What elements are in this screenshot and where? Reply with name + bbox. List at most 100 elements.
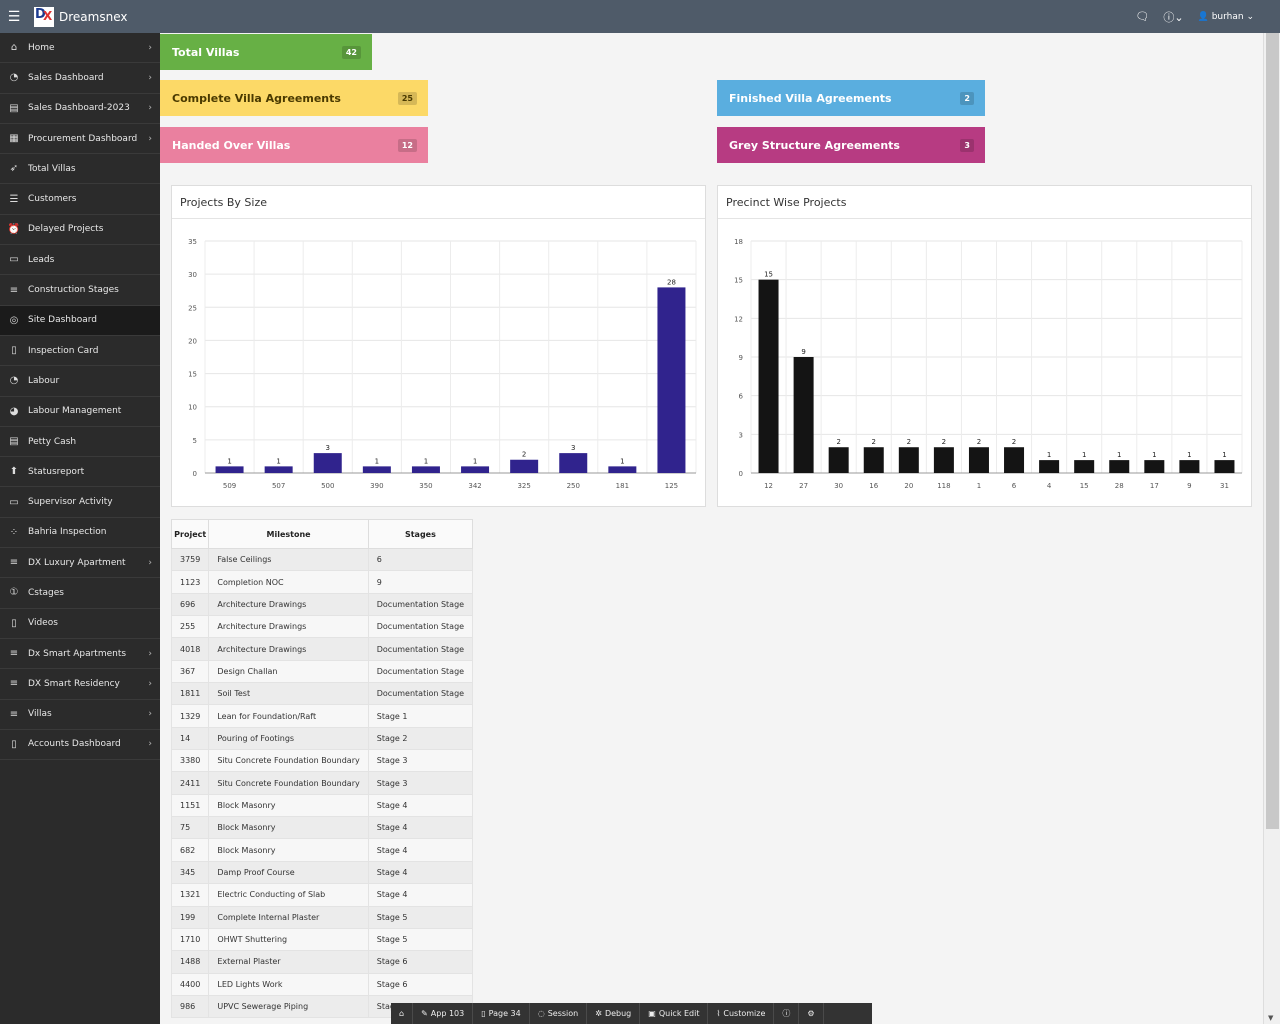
sidebar-item-cstages[interactable]: ① Cstages — [0, 578, 160, 609]
data-label: 3 — [326, 444, 330, 452]
alarm-icon: ⏰ — [7, 223, 21, 235]
y-tick-label: 0 — [739, 470, 743, 478]
devbar-page-34-button[interactable]: ▯ Page 34 — [473, 1003, 530, 1024]
cell-milestone: Situ Concrete Foundation Boundary — [208, 771, 369, 795]
cell-milestone: Situ Concrete Foundation Boundary — [208, 749, 369, 773]
help-icon[interactable]: ⓘ⌄ — [1163, 10, 1184, 24]
cell-milestone: UPVC Sewerage Piping — [208, 994, 369, 1019]
devbar-customize-button[interactable]: ⌇ Customize — [708, 1003, 775, 1024]
sidebar-item-label: Sales Dashboard — [28, 72, 104, 83]
column-header-milestone[interactable]: Milestone — [208, 519, 369, 549]
chevron-right-icon[interactable]: › — [148, 103, 152, 114]
sidebar-item-dx-smart-residency[interactable]: ≡ DX Smart Residency › — [0, 669, 160, 700]
sidebar-item-label: Inspection Card — [28, 345, 99, 356]
data-label: 1 — [1222, 451, 1226, 459]
sidebar-item-construction-stages[interactable]: ≡ Construction Stages — [0, 275, 160, 306]
chat-icon[interactable]: 🗨 — [1135, 10, 1150, 23]
sidebar-item-dx-smart-apartments[interactable]: ≡ Dx Smart Apartments › — [0, 639, 160, 670]
sidebar-item-customers[interactable]: ☰ Customers — [0, 184, 160, 215]
bar — [608, 466, 637, 473]
y-tick-label: 35 — [188, 238, 197, 246]
sidebar-item-sales-dashboard-2023[interactable]: ▤ Sales Dashboard-2023 › — [0, 94, 160, 124]
x-tick-label: 342 — [468, 482, 481, 490]
bar — [758, 279, 779, 473]
devbar-quick-edit-button[interactable]: ▣ Quick Edit — [640, 1003, 709, 1024]
chevron-right-icon[interactable]: › — [148, 709, 152, 720]
sidebar-item-villas[interactable]: ≡ Villas › — [0, 700, 160, 730]
cell-stage: 9 — [367, 570, 474, 594]
number-one-icon: ① — [9, 587, 19, 599]
card-count: 3 — [960, 138, 974, 152]
data-label: 2 — [1012, 438, 1016, 446]
devbar-app-103-button[interactable]: ✎ App 103 — [413, 1003, 474, 1024]
chart-icon: ▤ — [9, 102, 19, 114]
bar — [863, 447, 884, 473]
sidebar-item-inspection-card[interactable]: ▯ Inspection Card — [0, 336, 160, 367]
sidebar-item-labour-management[interactable]: ◕ Labour Management — [0, 397, 160, 427]
scrollbar-thumb[interactable] — [1266, 33, 1279, 829]
sidebar-item-label: Delayed Projects — [28, 224, 104, 235]
grey-structure-card[interactable]: Grey Structure Agreements 3 — [717, 127, 985, 163]
chevron-right-icon[interactable]: › — [148, 648, 152, 659]
sidebar-item-home[interactable]: ⌂ Home › — [0, 33, 160, 64]
devbar-session-button[interactable]: ◌ Session — [530, 1003, 588, 1024]
table-row: 1710 OHWT Shuttering Stage 5 — [170, 927, 474, 952]
data-label: 1 — [424, 457, 428, 465]
file-icon: ▯ — [11, 617, 17, 629]
finished-agreements-card[interactable]: Finished Villa Agreements 2 — [717, 80, 985, 116]
cell-project: 367 — [170, 659, 210, 684]
page-scrollbar[interactable]: ▼ — [1263, 33, 1280, 1024]
y-tick-label: 15 — [734, 277, 743, 285]
devbar-home-button[interactable]: ⌂ — [391, 1003, 414, 1024]
app-name[interactable]: Dreamsnex — [59, 9, 128, 24]
sidebar-item-statusreport[interactable]: ⬆ Statusreport — [0, 457, 160, 488]
menu-lines-icon: ≡ — [9, 678, 19, 690]
cell-project: 696 — [170, 592, 210, 617]
x-tick-label: 30 — [834, 482, 843, 490]
devbar-gear-button[interactable]: ⚙ — [799, 1003, 824, 1024]
chevron-right-icon[interactable]: › — [148, 557, 152, 568]
cell-stage: Stage 4 — [367, 816, 474, 840]
sidebar-item-labour[interactable]: ◔ Labour — [0, 366, 160, 397]
chevron-right-icon[interactable]: › — [148, 72, 152, 83]
chevron-right-icon[interactable]: › — [148, 678, 152, 689]
user-menu[interactable]: 👤 burhan ⌄ — [1197, 11, 1254, 22]
data-label: 28 — [667, 278, 676, 286]
table-row: 345 Damp Proof Course Stage 4 — [170, 860, 474, 885]
sidebar-item-total-villas[interactable]: ➶ Total Villas — [0, 154, 160, 185]
sidebar-item-delayed-projects[interactable]: ⏰ Delayed Projects — [0, 215, 160, 246]
column-header-stages[interactable]: Stages — [367, 519, 474, 549]
column-header-project[interactable]: Project — [170, 519, 210, 549]
chevron-right-icon[interactable]: › — [148, 133, 152, 144]
total-villas-card[interactable]: Total Villas 42 — [160, 34, 372, 70]
sidebar-item-supervisor-activity[interactable]: ▭ Supervisor Activity — [0, 487, 160, 518]
x-tick-label: 507 — [272, 482, 285, 490]
bar — [793, 357, 814, 473]
cell-stage: Stage 4 — [367, 860, 474, 885]
data-label: 1 — [375, 457, 379, 465]
sidebar-item-site-dashboard[interactable]: ◎ Site Dashboard — [0, 305, 160, 336]
chevron-right-icon[interactable]: › — [148, 739, 152, 750]
devbar-debug-button[interactable]: ✲ Debug — [587, 1003, 641, 1024]
sidebar-item-petty-cash[interactable]: ▤ Petty Cash — [0, 427, 160, 458]
scroll-down-icon[interactable]: ▼ — [1268, 1014, 1274, 1022]
bar — [215, 466, 244, 473]
devbar-info-button[interactable]: ⓘ — [774, 1003, 800, 1024]
chevron-right-icon[interactable]: › — [148, 42, 152, 53]
table-row: 4400 LED Lights Work Stage 6 — [170, 972, 474, 996]
sidebar-item-bahria-inspection[interactable]: ⁘ Bahria Inspection — [0, 518, 160, 549]
sidebar-item-accounts-dashboard[interactable]: ▯ Accounts Dashboard › — [0, 730, 160, 761]
palette-icon: ◕ — [9, 405, 19, 417]
sidebar-item-dx-luxury-apartment[interactable]: ≡ DX Luxury Apartment › — [0, 548, 160, 579]
menu-icon[interactable]: ☰ — [7, 8, 21, 25]
sidebar-item-label: Cstages — [28, 587, 64, 598]
sidebar-item-sales-dashboard[interactable]: ◔ Sales Dashboard › — [0, 63, 160, 94]
handed-over-card[interactable]: Handed Over Villas 12 — [160, 127, 428, 163]
bar — [1039, 460, 1060, 473]
complete-agreements-card[interactable]: Complete Villa Agreements 25 — [160, 80, 428, 116]
x-tick-label: 350 — [419, 482, 432, 490]
sidebar-item-leads[interactable]: ▭ Leads — [0, 245, 160, 276]
sidebar-item-label: Labour — [28, 375, 60, 386]
sidebar-item-procurement-dashboard[interactable]: ▦ Procurement Dashboard › — [0, 124, 160, 155]
sidebar-item-videos[interactable]: ▯ Videos — [0, 609, 160, 639]
